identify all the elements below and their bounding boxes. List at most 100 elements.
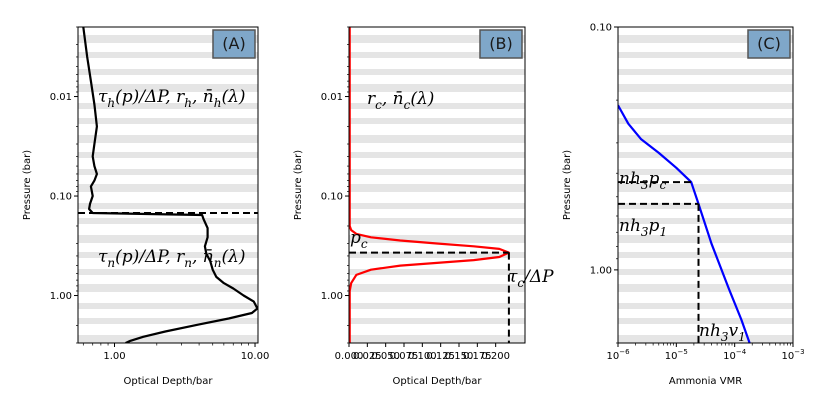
background-band xyxy=(78,269,258,275)
background-band xyxy=(78,35,258,43)
x-tick-label: 0.100 xyxy=(408,351,437,362)
background-band xyxy=(349,303,525,309)
annotation-tau-c: τc/ΔP xyxy=(508,267,554,290)
background-band xyxy=(78,252,258,258)
x-tick-label: 0.150 xyxy=(445,351,474,362)
plot-area xyxy=(618,104,751,343)
background-band xyxy=(349,35,525,43)
background-band xyxy=(349,335,525,343)
x-tick-label: 10−4 xyxy=(723,348,747,362)
x-tick-label: 10−5 xyxy=(665,348,688,362)
background-band xyxy=(618,203,793,209)
annotation-cloud: rc, n̄c(λ) xyxy=(367,89,434,112)
x-tick-label: 10−3 xyxy=(781,348,804,362)
background-band xyxy=(618,303,793,309)
y-tick-label: 0.01 xyxy=(321,92,343,103)
x-tick-label: 0.200 xyxy=(481,351,510,362)
x-tick-label: 0.050 xyxy=(371,351,400,362)
background-band xyxy=(78,284,258,292)
background-band xyxy=(78,203,258,209)
background-band xyxy=(349,69,525,75)
annotation-bottom: τn(p)/ΔP, rn, n̄n(λ) xyxy=(98,247,246,270)
background-band xyxy=(618,103,793,109)
x-tick-label: 0.025 xyxy=(353,351,382,362)
background-band xyxy=(78,69,258,75)
background-band xyxy=(78,169,258,175)
background-band xyxy=(618,169,793,175)
background-bands xyxy=(618,35,793,343)
y-tick-label: 1.00 xyxy=(321,291,343,302)
background-band xyxy=(618,69,793,75)
background-band xyxy=(349,235,525,243)
panel-tag-box xyxy=(479,29,523,59)
background-band xyxy=(349,169,525,175)
panel-tag: (C) xyxy=(747,29,791,59)
panel-tag-box xyxy=(747,29,791,59)
background-band xyxy=(618,284,793,292)
background-band xyxy=(78,184,258,192)
y-axis-label: Pressure (bar) xyxy=(293,150,304,220)
background-band xyxy=(78,52,258,58)
background-band xyxy=(349,118,525,124)
background-band xyxy=(349,152,525,158)
panel-tag-label: (C) xyxy=(757,34,781,53)
background-band xyxy=(618,252,793,258)
annotation-nh3v1: nh3v1 xyxy=(699,321,746,344)
x-tick-label: 10.00 xyxy=(241,351,270,362)
y-axis-label: Pressure (bar) xyxy=(22,150,33,220)
panel-tag-box xyxy=(212,29,256,59)
background-band xyxy=(618,318,793,324)
panel-tag-label: (B) xyxy=(489,34,512,53)
background-band xyxy=(618,335,793,343)
background-band xyxy=(618,152,793,158)
panel-c: 0.10 1.00 10−6 10−5 10−4 10−3 Ammonia VMR Press… xyxy=(562,23,805,388)
panel-tag-label: (A) xyxy=(222,34,245,53)
background-band xyxy=(78,235,258,243)
x-axis-label: Optical Depth/bar xyxy=(393,376,483,387)
background-band xyxy=(78,103,258,109)
background-band xyxy=(349,218,525,224)
panel-tag: (B) xyxy=(479,29,523,59)
background-band xyxy=(78,152,258,158)
x-tick-label: 0.175 xyxy=(463,351,492,362)
background-band xyxy=(349,135,525,143)
background-band xyxy=(618,135,793,143)
background-bands xyxy=(349,35,525,343)
background-band xyxy=(78,135,258,143)
background-band xyxy=(618,84,793,92)
background-band xyxy=(349,203,525,209)
background-band xyxy=(349,84,525,92)
background-band xyxy=(618,235,793,243)
plot-area xyxy=(78,27,258,343)
background-band xyxy=(349,52,525,58)
x-tick-label: 0.000 xyxy=(335,351,364,362)
y-axis-label: Pressure (bar) xyxy=(562,150,573,220)
x-tick-label: 1.00 xyxy=(103,351,125,362)
background-band xyxy=(618,269,793,275)
background-band xyxy=(78,118,258,124)
annotation-pc: pc xyxy=(350,228,368,251)
panel-tag: (A) xyxy=(212,29,256,59)
background-band xyxy=(78,318,258,324)
plot-area xyxy=(349,27,510,343)
y-tick-label: 1.00 xyxy=(50,291,72,302)
y-tick-label: 1.00 xyxy=(590,265,612,276)
background-band xyxy=(349,284,525,292)
panel-b: 0.01 0.10 1.00 0.000 0.050 0.100 0.150 0.200 0.0… xyxy=(293,26,554,387)
y-tick-label: 0.10 xyxy=(321,192,343,203)
background-band xyxy=(349,252,525,258)
y-tick-label: 0.10 xyxy=(590,23,612,34)
background-band xyxy=(618,52,793,58)
annotation-nh3pc: nh3pc xyxy=(619,169,666,192)
background-band xyxy=(78,218,258,224)
axes-frame xyxy=(77,26,259,344)
background-band xyxy=(78,84,258,92)
x-axis-label: Optical Depth/bar xyxy=(124,376,214,387)
background-band xyxy=(78,303,258,309)
x-tick-label: 0.075 xyxy=(390,351,419,362)
background-band xyxy=(349,103,525,109)
background-band xyxy=(349,184,525,192)
background-band xyxy=(78,335,258,343)
y-tick-label: 0.10 xyxy=(50,192,72,203)
